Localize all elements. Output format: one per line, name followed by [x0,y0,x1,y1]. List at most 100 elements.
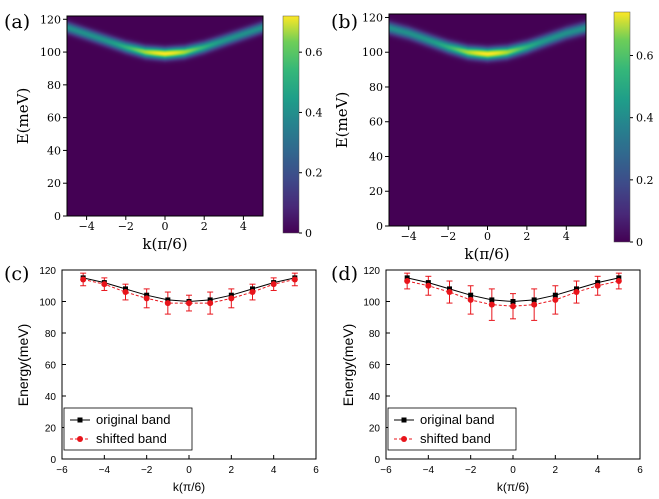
y-tick-label: 100 [40,46,61,59]
y-tick-label: 80 [369,81,383,94]
colorbar-tick-label: 0.6 [636,50,654,63]
heatmap-image-b [389,14,586,226]
colorbar-a [283,16,299,233]
colorbar-tick-label: 0.2 [636,174,654,187]
shifted-band-line [407,280,619,307]
x-tick-label: 4 [271,465,277,476]
colorbar-tick-label: 0.4 [636,112,654,125]
original-band-point [228,292,234,298]
original-band-point [250,286,255,292]
legend-shifted-label: shifted band [420,431,491,446]
panel-label-c: (c) [4,263,29,285]
original-band-point [510,299,516,304]
y-tick-label: 40 [45,392,57,403]
x-tick-label: −4 [423,465,435,476]
panel-label-a: (a) [4,11,30,33]
shifted-band-point [531,301,538,308]
shifted-band-point [594,282,601,289]
shifted-band-point [270,281,277,288]
colorbar-frame [282,15,300,234]
y-tick-label: 60 [369,361,381,372]
shifted-band-point [186,300,192,307]
y-tick-label: 40 [47,144,61,157]
shifted-band-point [552,296,559,303]
y-tick-label: 120 [362,11,383,24]
shifted-band-point [615,278,622,285]
shifted-band-point [425,282,432,289]
shifted-band-point [488,301,495,308]
panel-label-b: (b) [331,11,358,33]
original-band-point [531,297,537,303]
x-tick-label: 2 [523,230,530,243]
original-band-point [144,292,150,298]
shifted-band-point [510,303,516,310]
original-band-point [489,297,495,303]
y-tick-label: 80 [47,79,61,92]
shifted-band-point [80,276,87,283]
shifted-band-point [291,276,298,283]
x-tick-label: 4 [240,220,247,233]
x-tick-label: 6 [313,465,319,476]
x-tick-label: 0 [186,465,192,476]
y-tick-label: 120 [39,266,56,277]
colorbar-b [614,12,630,242]
x-axis-label-c: k(π/6) [173,480,205,494]
x-axis-label-a: k(π/6) [142,235,187,253]
legend-shifted-label: shifted band [96,431,167,446]
legend-box [387,407,517,451]
legend-original-marker [401,417,407,423]
colorbar-ticks-b: 0 0.2 0.4 0.6 [613,11,654,249]
x-tick-label: −2 [118,220,134,233]
y-axis-label-b: E(meV) [333,92,351,149]
colorbar-tick-label: 0.6 [305,46,323,59]
colorbar-tick-label: 0 [636,236,643,249]
shifted-band-point [446,289,453,296]
y-tick-label: 20 [47,177,61,190]
x-tick-label: −6 [56,465,68,476]
y-tick-label: 20 [45,424,57,435]
legend-box [63,407,193,451]
y-tick-label: 0 [54,210,61,223]
x-tick-label: 0 [484,230,491,243]
y-tick-label: 120 [363,266,380,277]
y-tick-label: 60 [369,116,383,129]
x-tick-label: −4 [99,465,111,476]
shifted-band-point [467,296,474,303]
y-axis-label-a: E(meV) [14,88,32,145]
x-tick-label: −2 [440,230,456,243]
x-tick-label: 4 [563,230,570,243]
original-band-point [425,280,431,286]
y-tick-label: 0 [376,220,383,233]
legend-original-label: original band [420,412,494,427]
y-tick-label: 80 [45,329,57,340]
shifted-band-point [249,289,256,296]
original-band-point [123,286,128,292]
original-band-point [552,292,558,298]
x-tick-label: 2 [201,220,208,233]
y-tick-label: 80 [369,329,381,340]
x-tick-label: 4 [595,465,601,476]
original-band-point [165,297,171,303]
colorbar-tick-label: 0.2 [305,167,323,180]
x-tick-label: −2 [465,465,477,476]
y-tick-label: 0 [50,455,56,466]
y-tick-label: 100 [39,298,56,309]
legend-original-label: original band [96,412,170,427]
y-axis-label-d: Energy(meV) [340,324,356,406]
shifted-band-line [83,278,295,304]
colorbar-tick-label: 0 [305,227,312,240]
x-axis-label-b: k(π/6) [464,245,509,263]
legend-c: original band shifted band [63,407,193,451]
x-axis-label-d: k(π/6) [497,480,529,494]
series-d [404,272,622,321]
original-band-point [616,275,622,281]
